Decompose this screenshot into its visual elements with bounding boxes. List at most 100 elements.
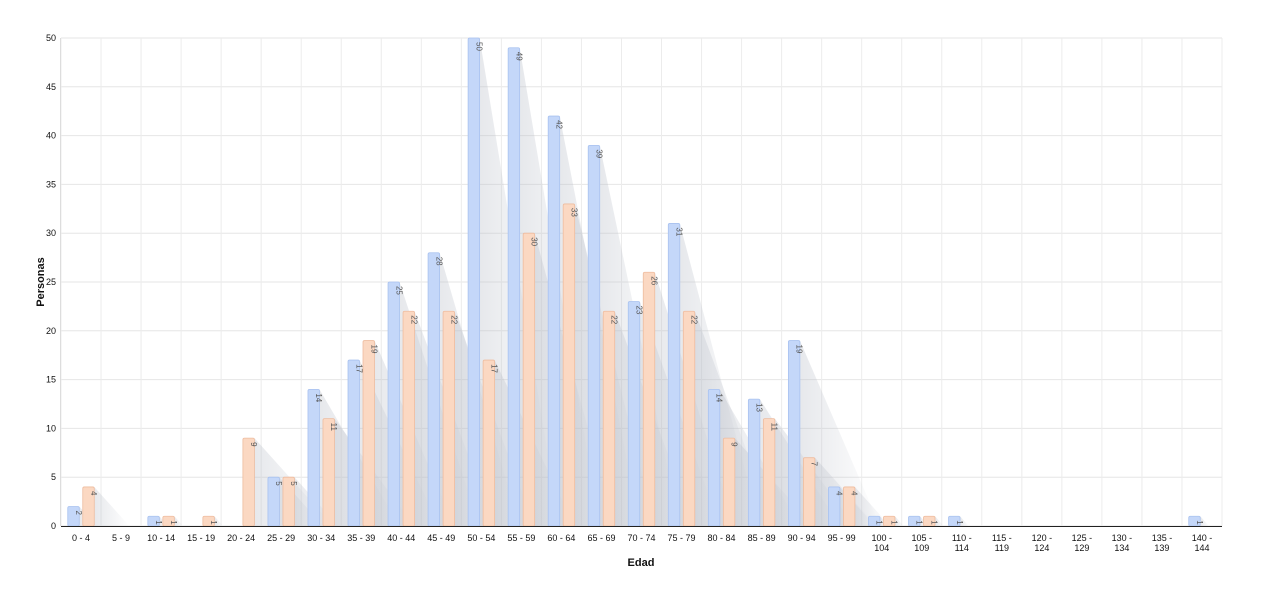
bar-value-label: 1 [169,520,178,525]
x-tick-label: 70 - 74 [627,533,655,543]
y-axis-title: Personas [35,257,47,307]
x-tick-label: 134 [1114,543,1129,553]
x-tick-label: 60 - 64 [547,533,575,543]
bar-value-label: 9 [249,442,258,447]
y-tick-label: 50 [46,33,56,43]
x-tick-label: 125 - [1072,533,1093,543]
bar-value-label: 5 [289,481,298,486]
y-tick-label: 40 [46,131,56,141]
bar [522,232,536,527]
bar-shadow [854,486,891,526]
bar-value-label: 4 [850,491,859,496]
bar-value-label: 19 [369,345,378,354]
bars: 241 1 195 514111719252228225017493042333922… [67,37,1204,527]
bar [442,310,455,527]
bar-value-label: 49 [514,52,523,61]
bar-value-label: 14 [314,393,323,402]
x-tick-label: 105 - [911,533,932,543]
x-tick-label: 135 - [1152,533,1173,543]
bar [467,37,481,527]
x-tick-label: 104 [874,543,889,553]
y-tick-label: 35 [46,179,56,189]
x-tick-label: 115 - [992,533,1012,543]
bar-value-label: 11 [770,423,779,432]
bar-value-label: 42 [554,120,563,129]
x-tick-label: 5 - 9 [112,533,130,543]
bar-value-label: 5 [274,481,283,486]
bar [482,359,496,527]
x-tick-label: 140 - [1192,533,1213,543]
bar-value-label: 9 [730,442,739,447]
bar [347,359,360,527]
x-tick-label: 114 [955,543,969,553]
bar-value-label: 4 [89,491,98,496]
bar [707,388,721,527]
bar-value-label: 22 [690,315,699,324]
x-tick-label: 144 [1194,543,1209,553]
x-tick-label: 119 [995,543,1009,553]
bar [427,252,440,527]
bar [242,437,255,527]
x-tick-label: 75 - 79 [668,533,696,543]
x-tick-label: 0 - 4 [72,533,90,543]
bar-value-label: 7 [810,462,819,467]
bar [587,144,601,527]
x-tick-label: 10 - 14 [147,533,175,543]
bar [562,203,576,527]
bar [602,310,616,527]
x-tick-label: 55 - 59 [507,533,535,543]
bar [722,437,736,527]
x-tick-label: 25 - 29 [267,533,295,543]
bar-value-label: 1 [890,520,899,525]
x-tick-label: 100 - [871,533,892,543]
bar-shadow [94,486,130,526]
bar-value-label: 13 [755,403,764,412]
bar [402,310,415,527]
bar [762,418,776,527]
bar [507,47,521,527]
x-tick-label: 85 - 89 [748,533,776,543]
bar-value-label: 26 [650,276,659,285]
bar-value-label: 30 [529,237,538,246]
bar-value-label: 50 [474,42,483,51]
y-tick-label: 45 [46,82,56,92]
y-tick-label: 25 [46,277,56,287]
bar-value-label: 22 [449,315,458,324]
bar-value-label: 1 [955,520,964,525]
bar-value-label: 28 [434,257,443,266]
x-tick-label: 15 - 19 [187,533,215,543]
x-tick-label: 80 - 84 [708,533,736,543]
bar-value-label: 11 [329,423,338,432]
bar-shadow [174,516,184,526]
bar-value-label: 1 [875,520,884,525]
bar-value-label: 17 [354,364,363,373]
x-tick-label: 35 - 39 [347,533,375,543]
bar-value-label: 14 [715,393,724,402]
bar-value-label: 22 [609,315,618,324]
bar-shadow [214,516,224,526]
bar-value-label: 1 [930,520,939,525]
bar-shadow [894,516,904,526]
bar-value-label: 1 [154,520,163,525]
x-tick-label: 120 - [1032,533,1053,543]
bar-value-label: 23 [635,306,644,315]
bar [667,223,681,527]
bar-shadow [919,516,929,526]
bar-shadow [1200,516,1210,526]
y-tick-label: 15 [46,375,56,385]
bar-value-label: 17 [489,364,498,373]
x-tick-label: 110 - [952,533,972,543]
x-tick-label: 40 - 44 [387,533,415,543]
bar [547,115,561,527]
bar [362,340,375,527]
x-axis-title: Edad [628,557,655,569]
y-tick-label: 20 [46,326,56,336]
x-tick-label: 130 - [1112,533,1133,543]
x-tick-label: 90 - 94 [788,533,816,543]
bar [802,457,816,527]
bar [682,310,696,527]
x-tick-label: 124 [1034,543,1049,553]
bar [787,340,801,527]
